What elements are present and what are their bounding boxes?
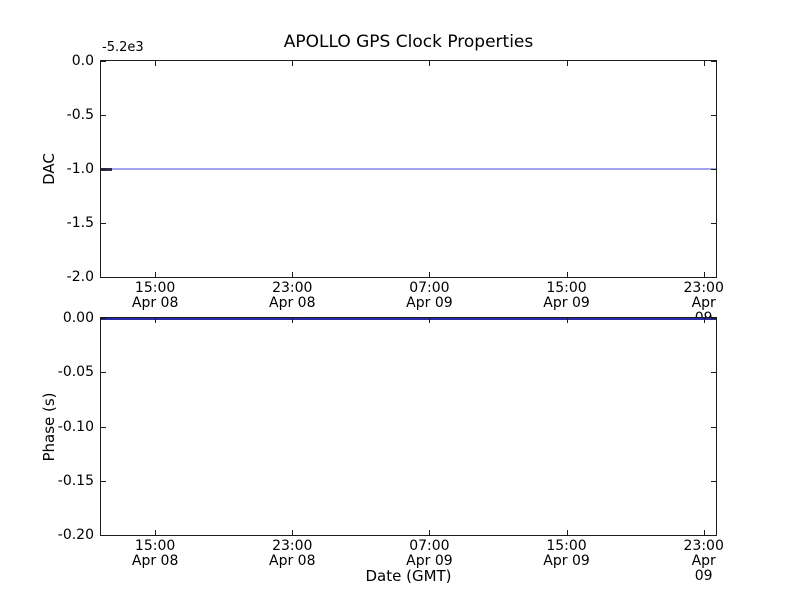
x-tick-mark <box>429 530 431 535</box>
y-tick-label: -1.0 <box>66 161 94 177</box>
y-tick-mark <box>711 318 716 319</box>
x-tick-label: 23:00 Apr 08 <box>269 538 316 569</box>
x-tick-label: 07:00 Apr 09 <box>406 538 453 569</box>
y-tick-mark <box>711 223 716 224</box>
y-tick-mark <box>101 115 106 116</box>
x-tick-mark <box>155 61 157 66</box>
x-tick-mark <box>429 61 431 66</box>
dac-axes: APOLLO GPS Clock Properties -5.2e3 DAC 1… <box>40 32 724 326</box>
x-tick-label: 07:00 Apr 09 <box>406 280 453 311</box>
x-tick-mark <box>292 318 294 323</box>
x-tick-mark <box>292 272 294 277</box>
x-tick-mark <box>566 272 568 277</box>
y-tick-mark <box>101 223 106 224</box>
y-tick-label: 0.00 <box>62 310 94 326</box>
x-tick-label: 15:00 Apr 08 <box>131 538 179 569</box>
y-tick-mark <box>101 426 106 428</box>
y-tick-mark <box>711 61 716 62</box>
y-tick-mark <box>711 372 716 374</box>
y-tick-mark <box>711 426 716 428</box>
y-tick-label: -0.05 <box>57 364 94 381</box>
x-tick-mark <box>703 530 705 535</box>
dac-series-line <box>101 168 716 170</box>
y-tick-label: -0.10 <box>57 418 94 435</box>
y-tick-mark <box>101 318 106 319</box>
x-tick-mark <box>703 61 705 66</box>
y-axis-offset-label: -5.2e3 <box>102 40 144 55</box>
y-tick-mark <box>711 535 716 536</box>
x-tick-mark <box>703 318 705 323</box>
x-tick-mark <box>566 530 568 535</box>
x-tick-mark <box>155 318 157 323</box>
y-tick-mark <box>711 480 716 482</box>
y-tick-label: 0.0 <box>71 53 94 69</box>
y-tick-mark <box>711 115 716 116</box>
x-tick-mark <box>155 272 157 277</box>
y-tick-label: -0.5 <box>66 107 94 123</box>
x-tick-label: 23:00 Apr 09 <box>683 538 724 584</box>
x-axis-label: Date (GMT) <box>365 567 452 585</box>
y-axis-label-phase: Phase (s) <box>40 391 58 462</box>
y-tick-mark <box>101 169 106 170</box>
y-tick-label: -2.0 <box>66 269 94 285</box>
x-tick-mark <box>429 318 431 323</box>
x-tick-mark <box>429 272 431 277</box>
y-tick-mark <box>711 169 716 170</box>
phase-series-line <box>101 318 716 320</box>
y-tick-label: -0.20 <box>57 527 94 543</box>
y-tick-mark <box>101 535 106 536</box>
y-axis-label-dac: DAC <box>40 153 58 185</box>
chart-title: APOLLO GPS Clock Properties <box>283 32 534 52</box>
x-tick-label: 15:00 Apr 08 <box>131 280 179 311</box>
x-tick-mark <box>566 61 568 66</box>
dac-series-line-start <box>101 168 112 171</box>
x-tick-mark <box>703 272 705 277</box>
y-tick-mark <box>101 61 106 62</box>
x-tick-label: 15:00 Apr 09 <box>543 538 590 569</box>
y-tick-mark <box>101 480 106 482</box>
x-tick-mark <box>292 530 294 535</box>
phase-axes: Phase (s) Date (GMT) 15:00 Apr 08 23:00 A… <box>40 310 724 585</box>
y-tick-label: -0.15 <box>57 472 94 489</box>
x-tick-mark <box>292 61 294 66</box>
x-tick-mark <box>566 318 568 323</box>
x-tick-mark <box>155 530 157 535</box>
x-tick-label: 23:00 Apr 08 <box>269 280 316 311</box>
y-tick-label: -1.5 <box>66 215 94 231</box>
y-tick-mark <box>101 372 106 374</box>
y-tick-mark <box>101 277 106 278</box>
y-tick-mark <box>711 277 716 278</box>
x-tick-label: 15:00 Apr 09 <box>543 280 590 311</box>
